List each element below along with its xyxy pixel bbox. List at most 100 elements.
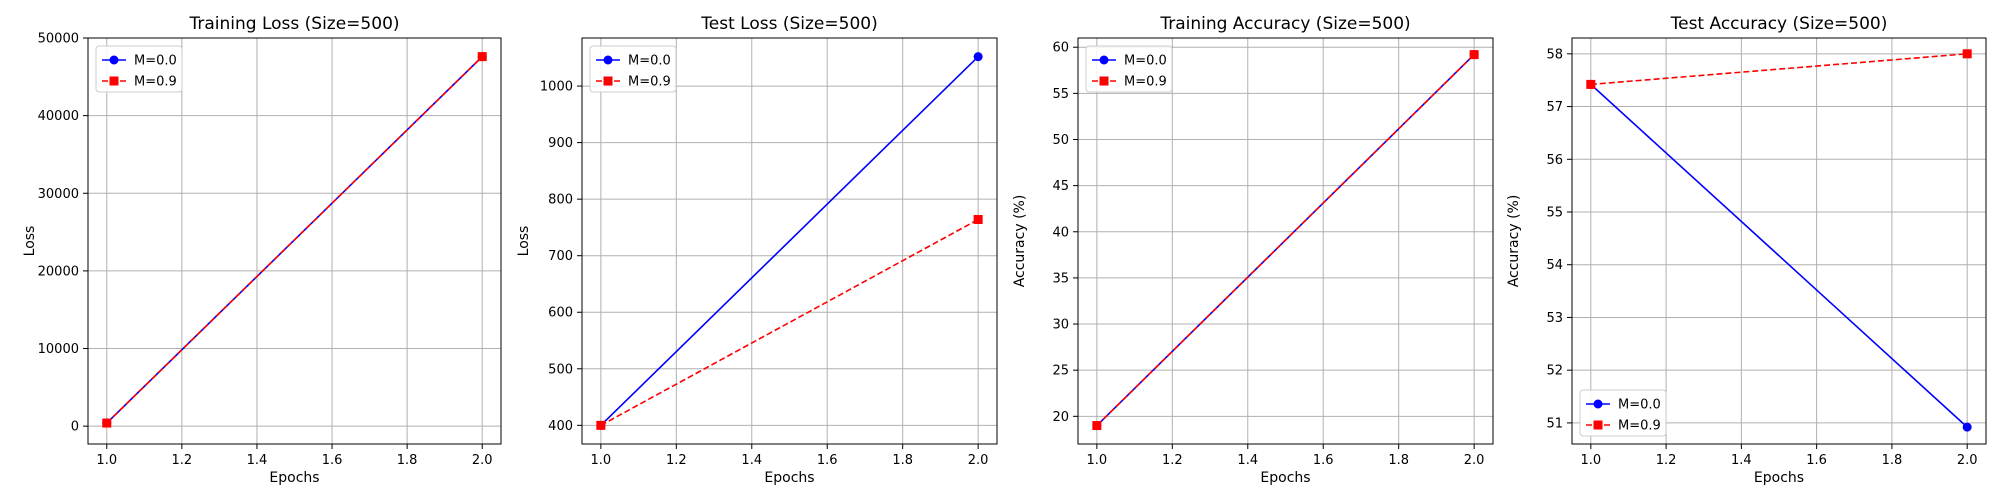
y-tick-label: 500 bbox=[548, 362, 573, 377]
y-tick-label: 53 bbox=[1546, 311, 1563, 326]
legend-label: M=0.9 bbox=[134, 75, 177, 90]
chart-title: Training Loss (Size=500) bbox=[188, 14, 399, 34]
y-tick-label: 51 bbox=[1546, 416, 1563, 431]
x-tick-label: 1.8 bbox=[892, 453, 913, 468]
chart-2: 1.0 1.2 1.4 1.6 1.8 2.0 400 500 600 700 800 900 1000… bbox=[516, 14, 998, 486]
x-tick-label: 1.6 bbox=[322, 453, 343, 468]
chart-title: Test Loss (Size=500) bbox=[700, 14, 877, 34]
x-tick-label: 1.0 bbox=[96, 453, 117, 468]
x-tick-label: 1.8 bbox=[1882, 453, 1903, 468]
legend-marker-M=0.9 bbox=[603, 76, 613, 86]
axes-frame bbox=[581, 37, 998, 445]
y-tick-label: 20000 bbox=[38, 264, 79, 279]
y-tick-label: 20 bbox=[1052, 410, 1069, 425]
x-axis-label: Epochs bbox=[1260, 470, 1310, 486]
legend-marker-M=0.0 bbox=[603, 55, 613, 65]
y-tick-label: 30000 bbox=[38, 187, 79, 202]
x-axis-label: Epochs bbox=[1754, 470, 1804, 486]
y-tick-label: 45 bbox=[1052, 179, 1069, 194]
data-point-M=0.9 bbox=[102, 418, 112, 428]
y-tick-label: 56 bbox=[1546, 153, 1563, 168]
legend-label: M=0.0 bbox=[628, 54, 671, 69]
legend: M=0.0 M=0.9 bbox=[1579, 389, 1667, 437]
data-point-M=0.9 bbox=[596, 420, 606, 430]
legend: M=0.0 M=0.9 bbox=[589, 45, 677, 93]
legend-marker-M=0.9 bbox=[1593, 420, 1603, 430]
x-tick-label: 1.8 bbox=[397, 453, 418, 468]
y-tick-label: 40000 bbox=[38, 109, 79, 124]
x-tick-label: 1.2 bbox=[172, 453, 193, 468]
y-tick-label: 0 bbox=[71, 420, 79, 435]
y-axis-label: Accuracy (%) bbox=[1012, 195, 1028, 288]
chart-title: Training Accuracy (Size=500) bbox=[1159, 14, 1410, 34]
x-tick-label: 1.0 bbox=[1087, 453, 1108, 468]
x-tick-label: 2.0 bbox=[1957, 453, 1978, 468]
x-axis-label: Epochs bbox=[269, 470, 319, 486]
y-tick-label: 600 bbox=[548, 306, 573, 321]
y-tick-label: 1000 bbox=[540, 80, 573, 95]
x-tick-label: 1.6 bbox=[817, 453, 838, 468]
x-tick-label: 1.4 bbox=[741, 453, 762, 468]
y-tick-label: 900 bbox=[548, 136, 573, 151]
series-line-M=0.9 bbox=[106, 56, 483, 424]
x-tick-label: 2.0 bbox=[968, 453, 989, 468]
legend-marker-M=0.0 bbox=[109, 55, 119, 65]
y-tick-label: 50000 bbox=[38, 32, 79, 47]
y-tick-label: 35 bbox=[1052, 271, 1069, 286]
x-tick-label: 1.2 bbox=[1656, 453, 1677, 468]
plot-area bbox=[1572, 38, 1986, 444]
legend-marker-M=0.9 bbox=[109, 76, 119, 86]
y-tick-label: 400 bbox=[548, 419, 573, 434]
legend-marker-M=0.0 bbox=[1593, 399, 1603, 409]
y-tick-label: 800 bbox=[548, 193, 573, 208]
y-tick-label: 54 bbox=[1546, 258, 1563, 273]
data-point-M=0.9 bbox=[477, 52, 487, 62]
legend-label: M=0.9 bbox=[628, 75, 671, 90]
axes-frame bbox=[1077, 37, 1494, 445]
x-tick-label: 1.4 bbox=[1731, 453, 1752, 468]
axes-frame bbox=[87, 37, 502, 445]
series-line-M=0.9 bbox=[1096, 54, 1475, 427]
legend-label: M=0.0 bbox=[134, 54, 177, 69]
series-line-M=0.0 bbox=[1590, 83, 1968, 428]
legend-label: M=0.9 bbox=[1124, 75, 1167, 90]
y-tick-label: 57 bbox=[1546, 100, 1563, 115]
y-tick-label: 58 bbox=[1546, 47, 1563, 62]
x-axis-label: Epochs bbox=[764, 470, 814, 486]
y-tick-label: 50 bbox=[1052, 133, 1069, 148]
x-tick-label: 1.0 bbox=[1580, 453, 1601, 468]
data-point-M=0.9 bbox=[973, 215, 983, 225]
chart-1: 1.0 1.2 1.4 1.6 1.8 2.0 0 10000 20000 30000 40000 5… bbox=[22, 14, 502, 486]
legend-label: M=0.0 bbox=[1124, 54, 1167, 69]
y-axis-label: Accuracy (%) bbox=[1506, 195, 1522, 288]
chart-title: Test Accuracy (Size=500) bbox=[1670, 14, 1888, 34]
y-axis-label: Loss bbox=[22, 226, 38, 257]
data-point-M=0.9 bbox=[1469, 50, 1479, 60]
legend: M=0.0 M=0.9 bbox=[95, 45, 183, 93]
legend-marker-M=0.0 bbox=[1099, 55, 1109, 65]
chart-4: 1.0 1.2 1.4 1.6 1.8 2.0 51 52 53 54 55 56 57 58 Test A… bbox=[1506, 14, 1987, 486]
y-tick-label: 52 bbox=[1546, 364, 1563, 379]
x-tick-label: 1.4 bbox=[247, 453, 268, 468]
data-point-M=0.9 bbox=[1092, 421, 1102, 431]
y-tick-label: 55 bbox=[1052, 87, 1069, 102]
y-axis-label: Loss bbox=[516, 226, 532, 257]
x-tick-label: 1.0 bbox=[591, 453, 612, 468]
data-point-M=0.9 bbox=[1586, 79, 1596, 89]
data-point-M=0.0 bbox=[973, 52, 983, 62]
y-tick-label: 55 bbox=[1546, 206, 1563, 221]
legend-label: M=0.9 bbox=[1618, 419, 1661, 434]
x-tick-label: 1.6 bbox=[1313, 453, 1334, 468]
y-tick-label: 40 bbox=[1052, 225, 1069, 240]
x-tick-label: 2.0 bbox=[1464, 453, 1485, 468]
x-tick-label: 1.6 bbox=[1806, 453, 1827, 468]
y-tick-label: 25 bbox=[1052, 364, 1069, 379]
y-tick-label: 700 bbox=[548, 249, 573, 264]
x-tick-label: 2.0 bbox=[472, 453, 493, 468]
chart-3: 1.0 1.2 1.4 1.6 1.8 2.0 20 25 30 35 40 45 50 55 60 Trai… bbox=[1012, 14, 1494, 486]
data-point-M=0.0 bbox=[1962, 422, 1972, 432]
axes-frame bbox=[1571, 37, 1987, 445]
data-point-M=0.9 bbox=[1962, 49, 1972, 59]
series-line-M=0.0 bbox=[600, 56, 979, 426]
